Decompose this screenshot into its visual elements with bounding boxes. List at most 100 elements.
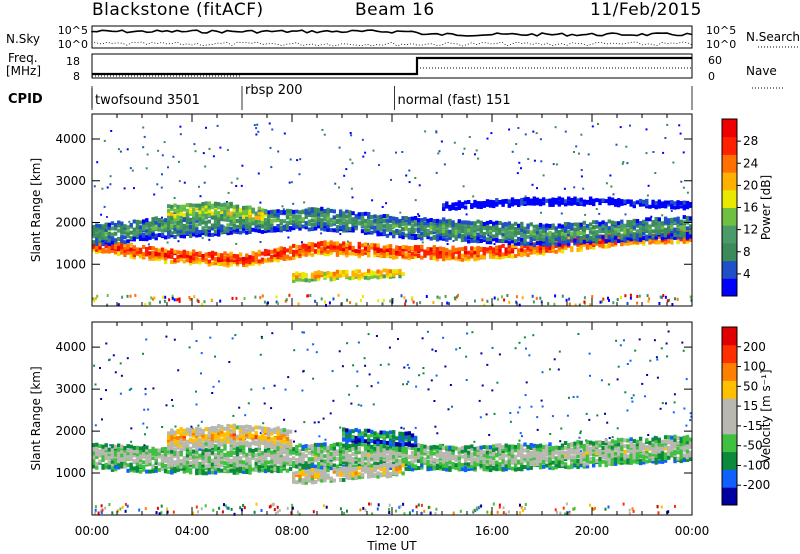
range-cell <box>245 461 249 466</box>
range-cell <box>651 222 655 227</box>
range-cell <box>138 249 143 254</box>
range-cell <box>207 201 211 206</box>
range-cell <box>242 224 246 229</box>
scatter-cell <box>418 374 421 377</box>
range-cell <box>632 235 636 240</box>
range-cell <box>242 220 246 225</box>
range-cell <box>292 273 296 277</box>
range-cell <box>470 461 474 466</box>
range-cell <box>413 254 418 259</box>
ground-cell <box>403 296 406 300</box>
scatter-cell <box>629 124 631 127</box>
range-cell <box>348 453 352 458</box>
scatter-cell <box>609 174 612 177</box>
range-cell <box>495 467 499 472</box>
range-cell <box>217 229 221 234</box>
range-cell <box>304 252 308 257</box>
range-cell <box>154 255 158 260</box>
range-cell <box>604 456 608 461</box>
range-cell <box>326 458 330 463</box>
range-cell <box>642 241 646 246</box>
range-cell <box>332 449 336 454</box>
scatter-cell <box>234 334 237 337</box>
range-cell <box>579 231 583 235</box>
scatter-cell <box>143 444 146 447</box>
ground-cell <box>647 299 650 303</box>
range-cell <box>95 230 99 235</box>
range-cell <box>110 459 115 464</box>
range-cell <box>160 453 165 458</box>
range-cell <box>251 255 255 260</box>
range-cell <box>535 197 540 202</box>
range-cell <box>317 212 321 217</box>
range-cell <box>473 247 477 251</box>
scatter-cell <box>129 167 132 170</box>
range-cell <box>207 456 211 461</box>
range-cell <box>95 245 99 250</box>
scatter-cell <box>317 421 320 424</box>
scatter-cell <box>682 186 685 189</box>
scatter-cell <box>479 416 482 419</box>
scatter-cell <box>109 444 112 447</box>
range-cell <box>392 255 396 260</box>
range-cell <box>373 253 377 258</box>
range-cell <box>345 221 349 226</box>
range-cell <box>670 227 674 231</box>
scatter-cell <box>216 124 219 127</box>
range-cell <box>157 248 161 253</box>
scatter-cell <box>518 406 521 409</box>
range-cell <box>595 440 599 445</box>
range-cell <box>354 252 358 257</box>
range-cell <box>448 445 452 450</box>
range-cell <box>129 236 133 241</box>
range-cell <box>188 261 193 266</box>
range-cell <box>176 450 180 455</box>
range-cell <box>557 248 561 253</box>
scatter-cell <box>626 363 629 365</box>
range-cell <box>285 254 290 259</box>
range-cell <box>195 225 199 230</box>
range-cell <box>432 228 436 232</box>
range-cell <box>307 251 311 256</box>
range-cell <box>448 467 452 472</box>
range-cell <box>163 259 168 264</box>
range-cell <box>220 226 224 231</box>
scatter-cell <box>238 406 241 409</box>
range-cell <box>501 445 505 449</box>
range-cell <box>132 459 136 464</box>
range-cell <box>195 462 199 467</box>
range-cell <box>654 205 658 210</box>
freq-line <box>92 56 692 76</box>
range-cell <box>192 215 196 219</box>
range-cell <box>195 259 199 263</box>
range-cell <box>563 462 568 467</box>
range-cell <box>542 224 546 229</box>
range-cell <box>270 258 274 263</box>
scatter-cell <box>465 213 468 216</box>
range-cell <box>592 463 596 468</box>
range-cell <box>582 230 586 235</box>
range-cell <box>660 451 665 456</box>
range-cell <box>417 247 421 252</box>
scatter-cell <box>491 346 494 349</box>
range-cell <box>154 452 158 457</box>
range-cell <box>360 451 365 456</box>
range-cell <box>126 444 130 449</box>
range-cell <box>179 452 183 457</box>
range-cell <box>148 251 152 256</box>
range-cell <box>276 228 280 233</box>
scatter-cell <box>395 151 397 154</box>
scatter-cell <box>126 148 129 151</box>
range-cell <box>235 224 240 229</box>
range-cell <box>476 451 480 456</box>
range-cell <box>376 243 380 248</box>
range-cell <box>467 255 471 260</box>
range-cell <box>110 244 115 249</box>
range-cell <box>123 461 127 466</box>
range-cell <box>442 257 446 262</box>
range-cell <box>126 468 130 473</box>
scatter-cell <box>193 143 196 146</box>
scatter-cell <box>466 332 469 335</box>
range-cell <box>288 226 293 231</box>
range-cell <box>201 256 205 260</box>
